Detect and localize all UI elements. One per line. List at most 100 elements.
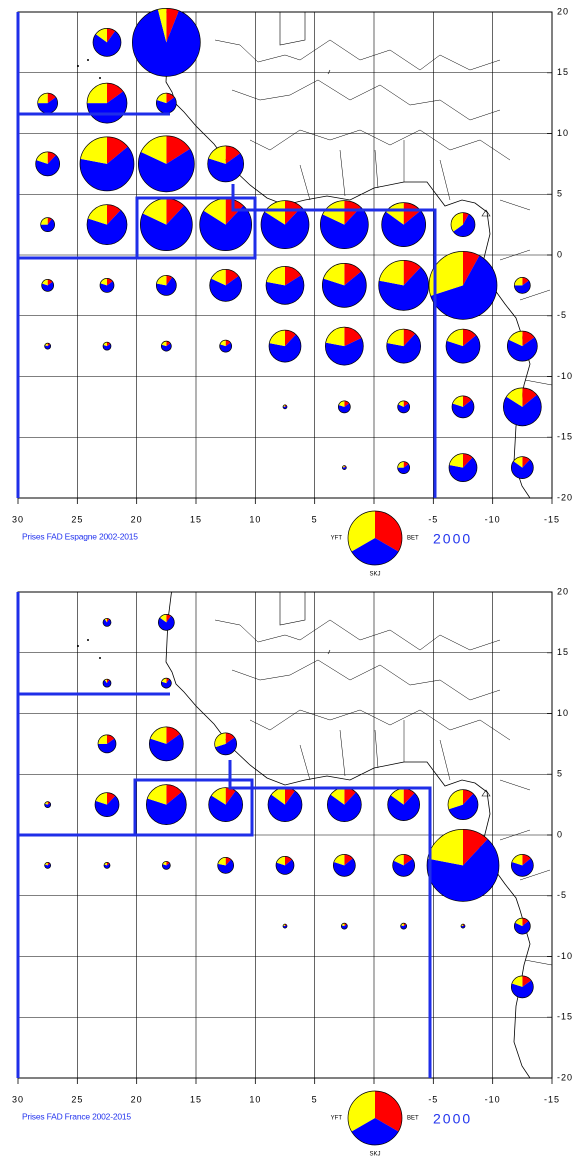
pie-slice [386, 329, 404, 347]
x-tick-label: -15 [544, 1094, 560, 1104]
pie-slice [403, 854, 413, 866]
pie-slice [461, 924, 463, 927]
pie-outline [448, 453, 478, 482]
legend-label: BET [407, 1116, 419, 1122]
x-tick-label: 25 [71, 1094, 83, 1104]
pie-slice [503, 394, 542, 426]
pie-outline [426, 829, 500, 902]
pie-outline [282, 404, 288, 410]
pie-slice [40, 218, 55, 232]
pie-outline [340, 922, 348, 930]
pie-slice [344, 200, 361, 225]
pie-slice [107, 83, 124, 104]
pie-outline [79, 136, 135, 192]
x-tick-label: 20 [131, 1094, 143, 1104]
pie-outline [506, 330, 538, 362]
legend-pie-outline [347, 510, 403, 566]
pie-slice [285, 856, 292, 866]
pie-outline [102, 618, 112, 627]
pie-slice [140, 205, 193, 251]
pie-slice [522, 456, 530, 468]
pie-outline [44, 801, 52, 808]
pie-slice [400, 923, 404, 927]
y-tick-label: -10 [557, 951, 573, 961]
pie-slice [392, 858, 415, 877]
pie-slice [522, 918, 529, 927]
legend-label: YFT [331, 536, 343, 542]
pie-slice [142, 198, 167, 225]
pie-outline [92, 28, 122, 57]
pie-slice [330, 787, 345, 805]
pie-outline [460, 923, 466, 929]
pie-slice [157, 8, 167, 43]
pie-slice [93, 31, 121, 57]
x-tick-label: -5 [428, 1094, 438, 1104]
pie-outline [513, 277, 531, 294]
pie-slice [427, 839, 499, 902]
pie-slice [47, 217, 52, 225]
pie-outline [378, 260, 430, 311]
pie-outline [160, 340, 172, 352]
pie-slice [225, 732, 235, 744]
pie-slice [514, 921, 531, 935]
x-tick-label: 5 [312, 1094, 318, 1104]
pie-slice [107, 204, 121, 225]
pie-outline [510, 854, 534, 877]
pie-slice [214, 732, 226, 748]
y-tick-label: 20 [557, 586, 569, 596]
pie-outline [386, 328, 422, 364]
pie-slice [36, 151, 48, 164]
pie-slice [217, 857, 226, 866]
pie-slice [138, 148, 195, 192]
pie-slice [285, 266, 302, 286]
pie-slice [344, 327, 362, 347]
pie-outline [209, 269, 243, 302]
pie-outline [450, 212, 476, 237]
pie-slice [463, 395, 472, 407]
pie-slice [102, 679, 112, 688]
pie-slice [40, 217, 48, 225]
pie-outline [40, 217, 56, 232]
legend-label: SKJ [369, 572, 380, 578]
pie-slice [102, 619, 112, 627]
pie-slice [269, 330, 285, 347]
pie-outline [94, 792, 120, 817]
pie-slice [98, 738, 116, 753]
y-tick-label: 0 [557, 829, 563, 839]
pie-slice [141, 135, 167, 164]
pie-slice [341, 924, 348, 930]
y-tick-label: -5 [557, 310, 567, 320]
pie-slice [35, 155, 60, 176]
pie-slice [44, 343, 48, 347]
pie-slice [511, 858, 534, 877]
pie-slice [269, 334, 301, 363]
pie-slice [322, 271, 367, 308]
pie-slice [403, 260, 421, 286]
pie-slice [156, 93, 167, 104]
pie-slice [161, 341, 167, 347]
pie-slice [283, 404, 285, 407]
x-tick-label: 30 [12, 514, 24, 524]
pie-outline [99, 278, 115, 293]
pie-slice [95, 795, 119, 817]
fishing-zones [16, 12, 437, 1078]
pie-slice [511, 854, 523, 866]
pie-outline [445, 328, 481, 364]
pie-slice [511, 459, 534, 479]
pie-outline [161, 861, 171, 870]
pie-slice [338, 400, 345, 407]
pie-slice [98, 734, 107, 744]
pie-slice [403, 202, 421, 225]
pie-slice [283, 924, 285, 927]
pie-slice [381, 210, 426, 247]
pie-outline [381, 202, 427, 247]
pie-slice [208, 790, 243, 822]
pie-slice [225, 269, 239, 286]
pie-slice [338, 403, 351, 413]
pie-slice [107, 136, 128, 164]
pie-slice [156, 277, 177, 296]
pie-outline [214, 732, 238, 756]
pie-outline [103, 862, 111, 869]
pie-outline [132, 8, 201, 77]
